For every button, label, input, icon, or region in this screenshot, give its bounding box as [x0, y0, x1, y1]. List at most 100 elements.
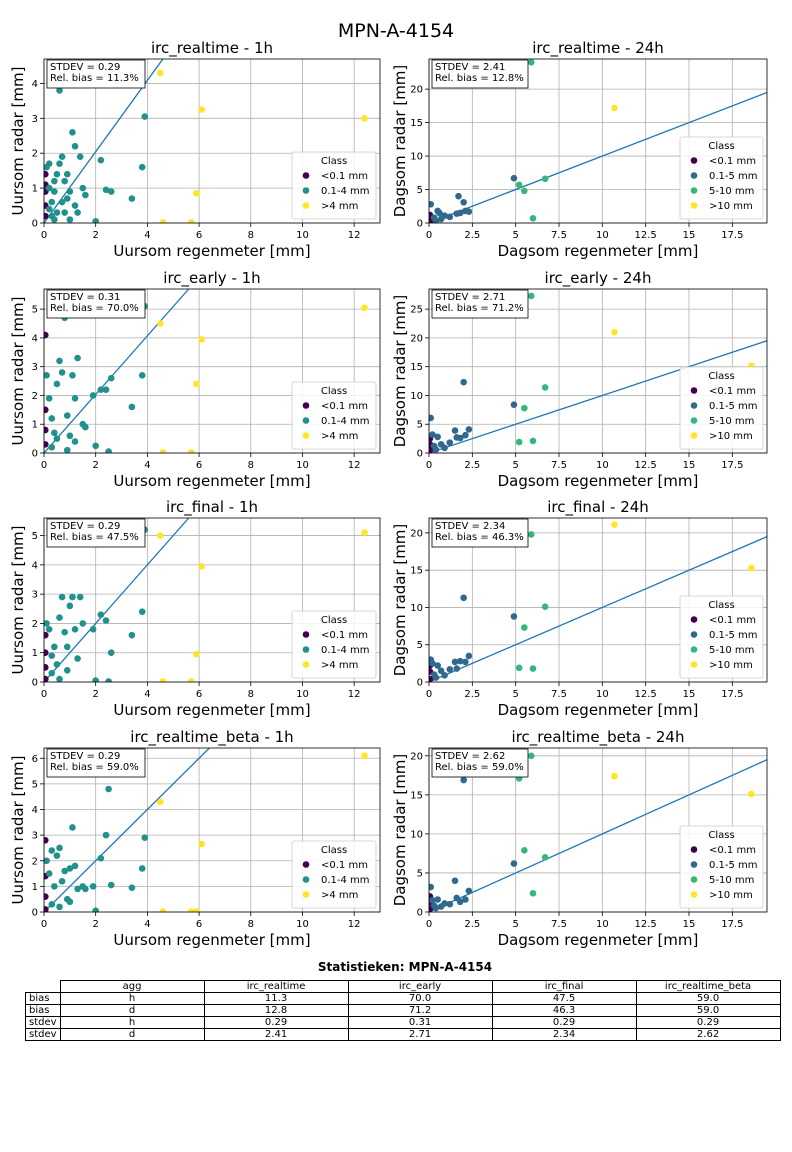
data-point	[45, 625, 53, 633]
data-point	[429, 660, 436, 667]
data-point	[102, 617, 110, 624]
data-point	[429, 883, 435, 891]
y-tick-label: 4	[32, 560, 38, 571]
stats-row-label: stdev	[25, 1016, 61, 1029]
data-point	[44, 631, 49, 639]
data-point	[69, 824, 76, 831]
data-point	[159, 678, 167, 682]
stats-col-header: irc_early	[347, 980, 493, 993]
stats-cell: d	[59, 1004, 205, 1017]
data-point	[188, 449, 195, 453]
stats-cell: 12.8	[203, 1004, 349, 1017]
data-point	[432, 904, 440, 912]
data-point	[97, 854, 105, 862]
stats-cell: 2.34	[491, 1028, 637, 1041]
legend-title: Class	[321, 845, 347, 856]
y-tick-label: 15	[410, 566, 423, 577]
data-point	[48, 415, 56, 422]
data-point	[611, 104, 618, 112]
stats-col-header: agg	[59, 980, 205, 993]
plot-area	[44, 748, 368, 912]
scatter-chart-1: 0 2.5 5 7.5 10 12.5 15 17.5 0 5 10 15 20 irc_realtime…	[391, 39, 768, 260]
legend-entry: 5-10 mm	[709, 645, 754, 656]
data-point	[44, 372, 50, 379]
x-tick-label: 8	[248, 230, 254, 241]
data-point	[159, 219, 167, 223]
data-point	[74, 885, 81, 893]
stats-row-label: bias	[25, 992, 61, 1005]
data-point	[193, 650, 200, 658]
y-tick-label: 0	[32, 449, 38, 460]
y-tick-label: 2	[32, 149, 38, 160]
data-point	[611, 772, 618, 780]
stats-cell: 0.29	[203, 1016, 349, 1029]
x-axis-label: Uursom regenmeter [mm]	[113, 472, 310, 490]
data-point	[436, 209, 443, 217]
x-axis-label: Uursom regenmeter [mm]	[113, 242, 310, 260]
data-point	[51, 177, 58, 185]
data-point	[61, 628, 68, 636]
stats-box	[46, 748, 146, 778]
y-tick-label: 3	[32, 114, 38, 125]
data-point	[44, 441, 49, 448]
legend-title: Class	[708, 600, 734, 611]
stats-line: STDEV = 2.41	[435, 62, 505, 73]
data-point	[521, 847, 528, 854]
data-point	[515, 438, 523, 446]
stats-cell: 2.71	[347, 1028, 493, 1041]
data-point	[102, 186, 110, 194]
chart-title: irc_early - 24h	[545, 269, 652, 288]
x-tick-label: 0	[426, 460, 432, 471]
legend-marker	[690, 172, 698, 179]
stats-cell: 46.3	[491, 1004, 637, 1017]
data-point	[521, 187, 528, 195]
x-tick-label: 7.5	[551, 689, 567, 700]
data-point	[79, 620, 87, 627]
data-point	[66, 898, 74, 906]
data-point	[198, 840, 205, 848]
data-point	[446, 900, 454, 908]
x-tick-label: 10	[296, 689, 309, 700]
x-tick-label: 2	[93, 689, 99, 700]
legend-marker	[302, 646, 310, 653]
data-point	[56, 357, 63, 365]
x-tick-label: 15	[683, 230, 696, 241]
y-tick-label: 0	[417, 219, 423, 230]
stats-line: Rel. bias = 59.0%	[50, 762, 139, 773]
data-point	[138, 372, 146, 379]
data-point	[66, 602, 74, 610]
plot-area	[429, 59, 767, 223]
legend-box	[679, 366, 764, 450]
data-point	[48, 198, 56, 206]
data-point	[66, 216, 74, 223]
legend-marker	[690, 861, 698, 868]
data-point	[361, 752, 368, 759]
x-tick-label: 15	[683, 460, 696, 471]
data-point	[361, 304, 368, 312]
data-point	[71, 395, 79, 402]
data-point	[61, 209, 68, 216]
y-tick-label: 10	[410, 603, 423, 614]
x-tick-label: 2	[93, 919, 99, 930]
x-tick-label: 0	[426, 689, 432, 700]
x-tick-label: 12.5	[635, 460, 657, 471]
stats-line: STDEV = 0.29	[50, 62, 120, 73]
data-point	[53, 380, 61, 388]
data-point	[56, 87, 63, 94]
stats-cell: h	[59, 1016, 205, 1029]
identity-line	[44, 748, 210, 912]
chart-title: irc_realtime_beta - 24h	[512, 728, 685, 747]
data-point	[48, 443, 56, 451]
stats-cell: 71.2	[347, 1004, 493, 1017]
data-point	[44, 620, 50, 627]
data-point	[527, 292, 535, 300]
y-axis-label: Dagsom radar [mm]	[391, 65, 409, 218]
legend-entry: >4 mm	[321, 431, 358, 442]
y-axis-label: Dagsom radar [mm]	[391, 524, 409, 677]
data-point	[97, 386, 105, 394]
legend-marker	[302, 432, 310, 439]
x-tick-label: 6	[196, 689, 202, 700]
legend-marker	[302, 402, 310, 409]
stats-line: STDEV = 2.71	[435, 292, 505, 303]
